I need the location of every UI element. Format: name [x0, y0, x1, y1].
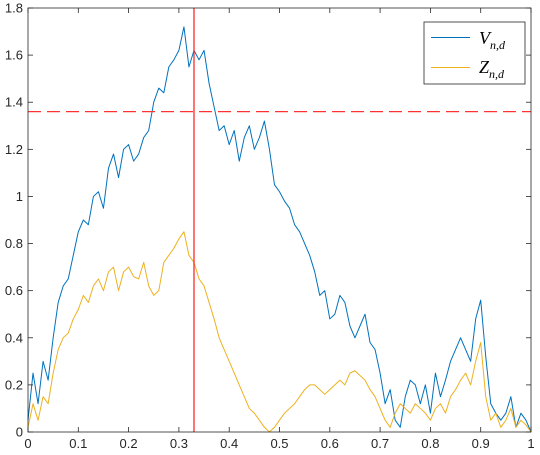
- y-tick-label: 0.8: [5, 236, 23, 251]
- x-tick-label: 0.9: [472, 436, 490, 451]
- series-line-v: [27, 26, 532, 433]
- axes: 0 0.1 0.2 0.3 0.4 0.5 0.6 0.7 0.8 0.9 1 0 0.2 0.4 0.6 0…: [5, 1, 535, 452]
- y-tick-label: 1.8: [5, 1, 23, 16]
- y-tick-label: 1.2: [5, 142, 23, 157]
- x-tick-label: 0.3: [170, 436, 188, 451]
- x-tick-label: 0.5: [270, 436, 288, 451]
- y-tick-label: 0.6: [5, 283, 23, 298]
- plot-area: [27, 8, 532, 433]
- y-tick-label: 0.2: [5, 377, 23, 392]
- y-tick-label: 1: [16, 189, 23, 204]
- legend-label-v: Vn,d: [479, 28, 506, 52]
- x-tick-label: 0.8: [421, 436, 439, 451]
- x-tick-label: 1: [527, 436, 534, 451]
- x-tick-label: 0.7: [371, 436, 389, 451]
- y-tick-label: 0: [16, 425, 23, 440]
- legend-label-z: Zn,d: [479, 57, 505, 81]
- x-tick-label: 0: [24, 436, 31, 451]
- legend: Vn,d Zn,d: [423, 21, 526, 85]
- x-tick-label: 0.6: [321, 436, 339, 451]
- x-tick-label: 0.4: [220, 436, 238, 451]
- y-tick-label: 0.4: [5, 330, 23, 345]
- y-tick-label: 1.6: [5, 48, 23, 63]
- legend-box: [423, 21, 526, 85]
- x-tick-label: 0.1: [69, 436, 87, 451]
- series-line-z: [27, 231, 532, 433]
- x-tick-label: 0.2: [120, 436, 138, 451]
- y-tick-label: 1.4: [5, 95, 23, 110]
